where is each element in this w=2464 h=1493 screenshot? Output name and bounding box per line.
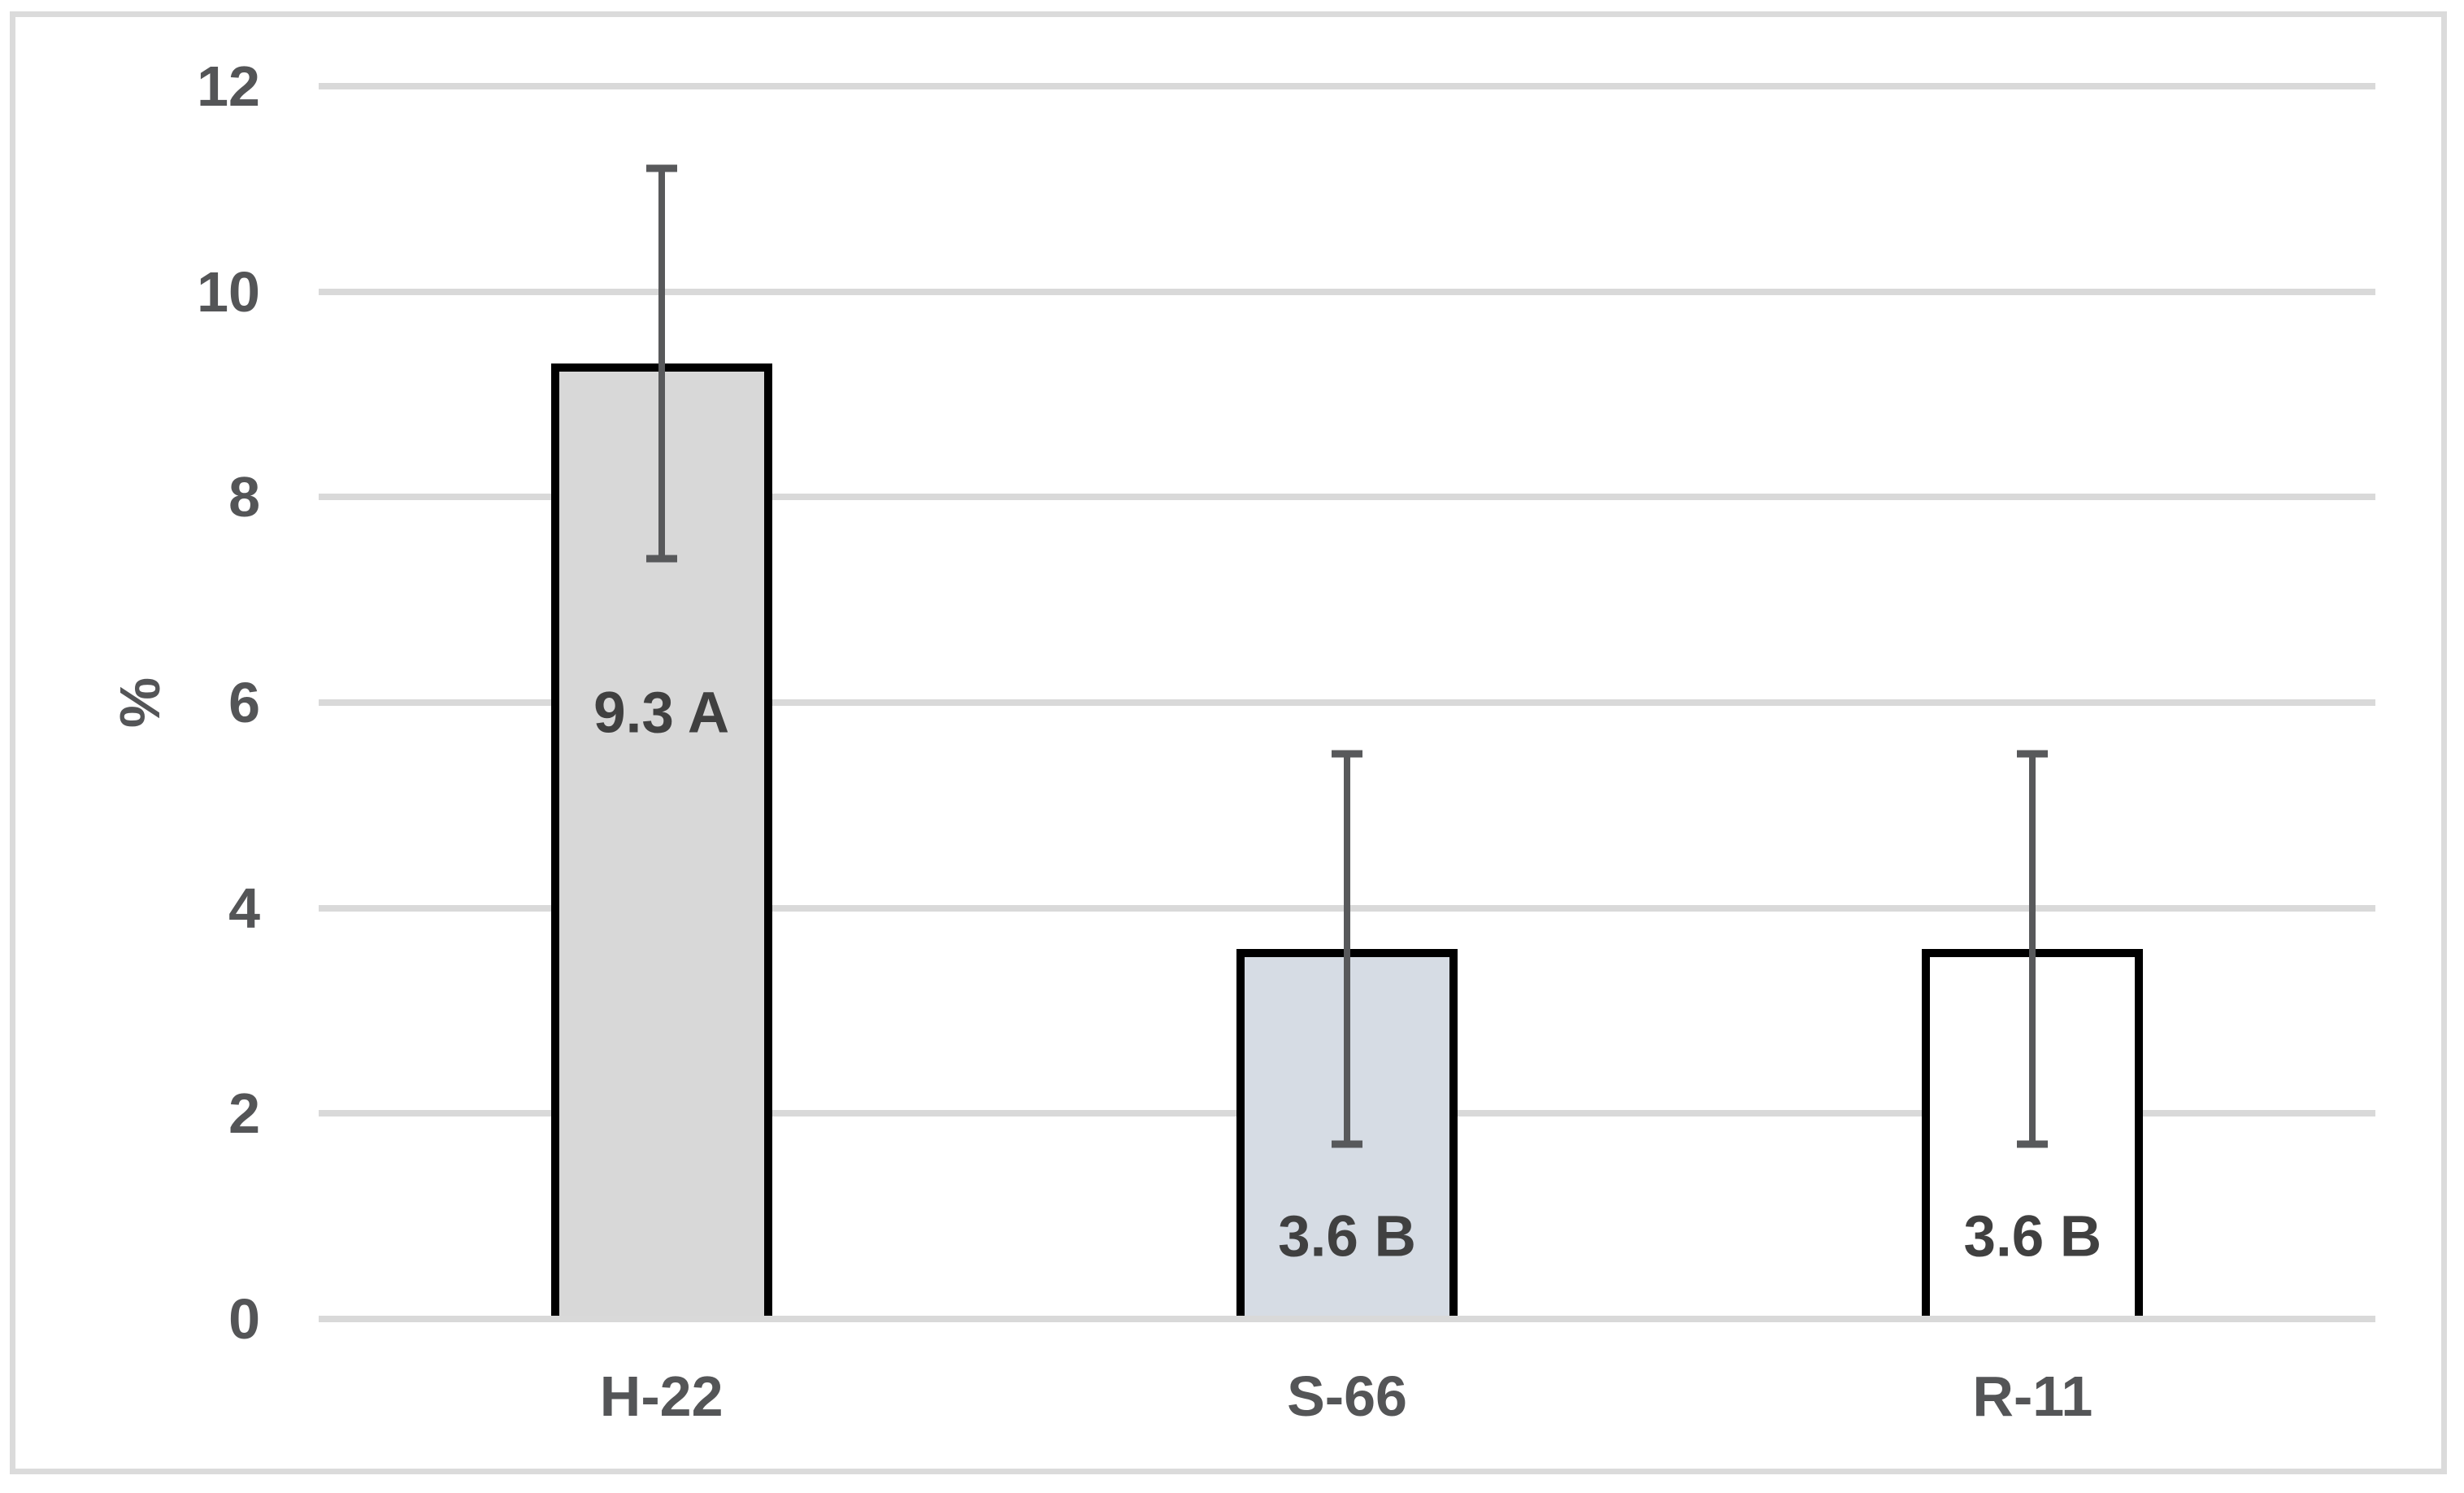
gridline-y-8: [319, 494, 2375, 501]
gridline-y-10: [319, 288, 2375, 295]
x-category-label-H-22: H-22: [599, 1365, 724, 1428]
gridline-y-6: [319, 699, 2375, 706]
error-bar-top-cap-S-66: [1332, 750, 1362, 758]
y-tick-label-4: 4: [228, 876, 260, 940]
gridline-y-12: [319, 83, 2375, 89]
x-category-label-S-66: S-66: [1287, 1365, 1407, 1428]
x-axis-baseline: [319, 1316, 2375, 1322]
y-axis-title: %: [108, 677, 172, 729]
error-bar-S-66: [1344, 754, 1350, 1145]
y-tick-label-2: 2: [228, 1082, 260, 1146]
bar-data-label-S-66: 3.6 B: [1278, 1204, 1416, 1269]
error-bar-bottom-cap-R-11: [2017, 1140, 2049, 1148]
error-bar-bottom-cap-S-66: [1332, 1140, 1362, 1148]
bar-data-label-H-22: 9.3 A: [593, 681, 730, 746]
x-category-label-R-11: R-11: [1972, 1365, 2093, 1428]
y-tick-label-6: 6: [228, 671, 260, 734]
y-tick-label-0: 0: [228, 1287, 260, 1351]
error-bar-R-11: [2029, 754, 2036, 1145]
y-tick-label-12: 12: [197, 54, 260, 118]
error-bar-top-cap-R-11: [2017, 750, 2049, 758]
y-tick-label-10: 10: [197, 259, 260, 324]
error-bar-H-22: [658, 168, 665, 559]
y-tick-label-8: 8: [228, 465, 260, 529]
error-bar-top-cap-H-22: [645, 164, 677, 172]
bar-data-label-R-11: 3.6 B: [1963, 1204, 2102, 1269]
error-bar-bottom-cap-H-22: [645, 555, 677, 563]
